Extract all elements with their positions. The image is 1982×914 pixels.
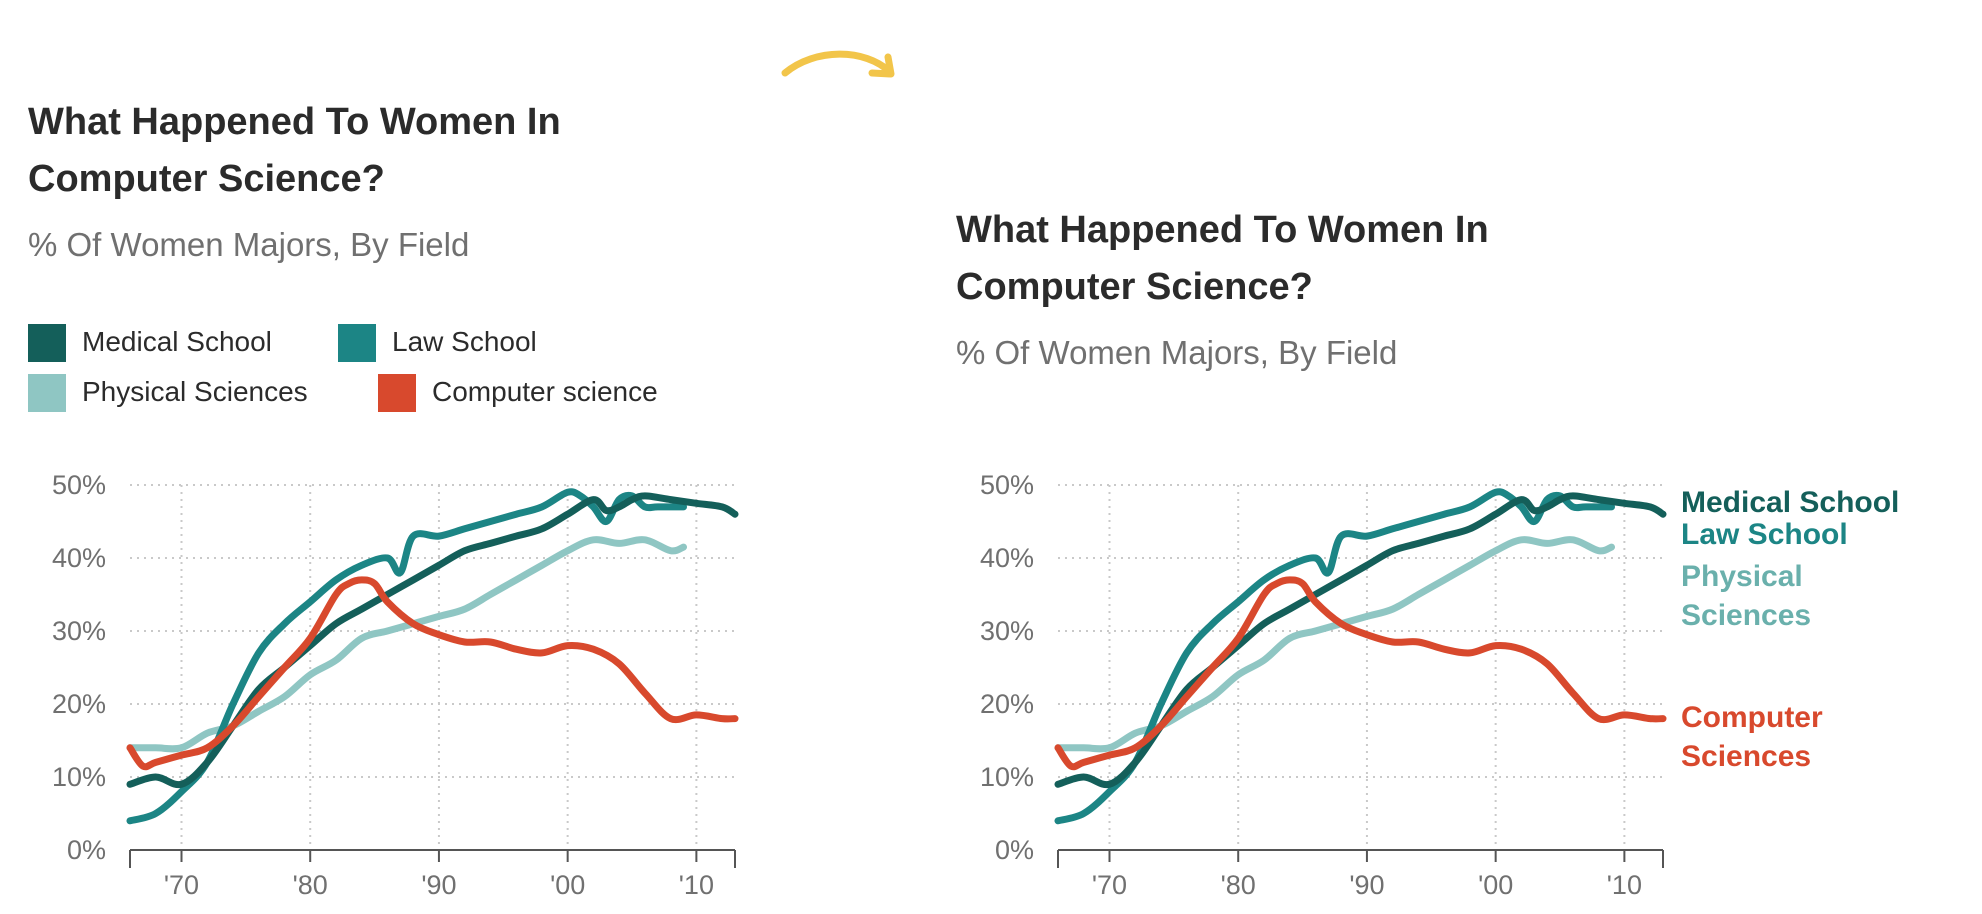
y-tick-label: 20% [52,689,106,719]
series-end-label: Physical [1681,560,1803,593]
x-tick-label: '80 [293,870,328,900]
original-chart-panel: What Happened To Women In Computer Scien… [0,0,920,914]
x-tick-label: '90 [1349,870,1384,900]
legend-swatch-computer-science [378,374,416,412]
series-end-label: Computer [1681,701,1823,734]
y-tick-label: 40% [52,543,106,573]
chart-subtitle: % Of Women Majors, By Field [956,334,1398,371]
y-tick-label: 50% [52,470,106,500]
y-tick-label: 10% [980,762,1034,792]
series-end-label: Sciences [1681,740,1811,773]
chart-legend: Medical School Law School Physical Scien… [28,322,928,422]
y-tick-label: 30% [52,616,106,646]
y-tick-label: 0% [67,835,106,865]
legend-label-medical-school: Medical School [82,326,272,357]
y-tick-label: 30% [980,616,1034,646]
x-tick-label: '00 [550,870,585,900]
series-line-computer-science [1054,576,1667,771]
series-line-computer-science [126,576,739,771]
chart-title: What Happened To Women In Computer Scien… [28,94,561,208]
series-line-physical-sciences [1054,536,1615,753]
x-tick-label: '10 [1607,870,1642,900]
line-chart-with-direct-labels: 0% 10% 20% 30% 40% 50% '70 '80 '90 '00 '10 Medical … [980,470,1899,900]
y-tick-label: 40% [980,543,1034,573]
x-tick-label: '80 [1221,870,1256,900]
legend-swatch-law-school [338,324,376,362]
chart-title-line-2: Computer Science? [28,158,385,200]
legend-swatch-medical-school [28,324,66,362]
chart-subtitle: % Of Women Majors, By Field [28,226,470,263]
series-end-label: Law School [1681,518,1848,551]
x-tick-label: '00 [1478,870,1513,900]
legend-label-physical-sciences: Physical Sciences [82,376,308,407]
chart-title-line-2: Computer Science? [956,266,1313,308]
legend-label-law-school: Law School [392,326,537,357]
x-tick-label: '10 [679,870,714,900]
line-chart: 0% 10% 20% 30% 40% 50% '70 '80 '90 '00 '10 [52,470,739,900]
y-tick-label: 50% [980,470,1034,500]
series-end-label: Medical School [1681,486,1899,519]
revised-chart-panel: What Happened To Women In Computer Scien… [928,0,1982,914]
legend-label-computer-science: Computer science [432,376,658,407]
x-tick-label: '70 [164,870,199,900]
y-tick-label: 10% [52,762,106,792]
x-tick-label: '70 [1092,870,1127,900]
chart-title-line-1: What Happened To Women In [956,209,1489,251]
chart-title: What Happened To Women In Computer Scien… [956,202,1489,316]
y-tick-label: 0% [995,835,1034,865]
x-tick-label: '90 [421,870,456,900]
chart-title-line-1: What Happened To Women In [28,101,561,143]
legend-swatch-physical-sciences [28,374,66,412]
y-tick-label: 20% [980,689,1034,719]
series-end-label: Sciences [1681,599,1811,632]
arrow-icon [781,50,895,78]
series-line-physical-sciences [126,536,687,753]
